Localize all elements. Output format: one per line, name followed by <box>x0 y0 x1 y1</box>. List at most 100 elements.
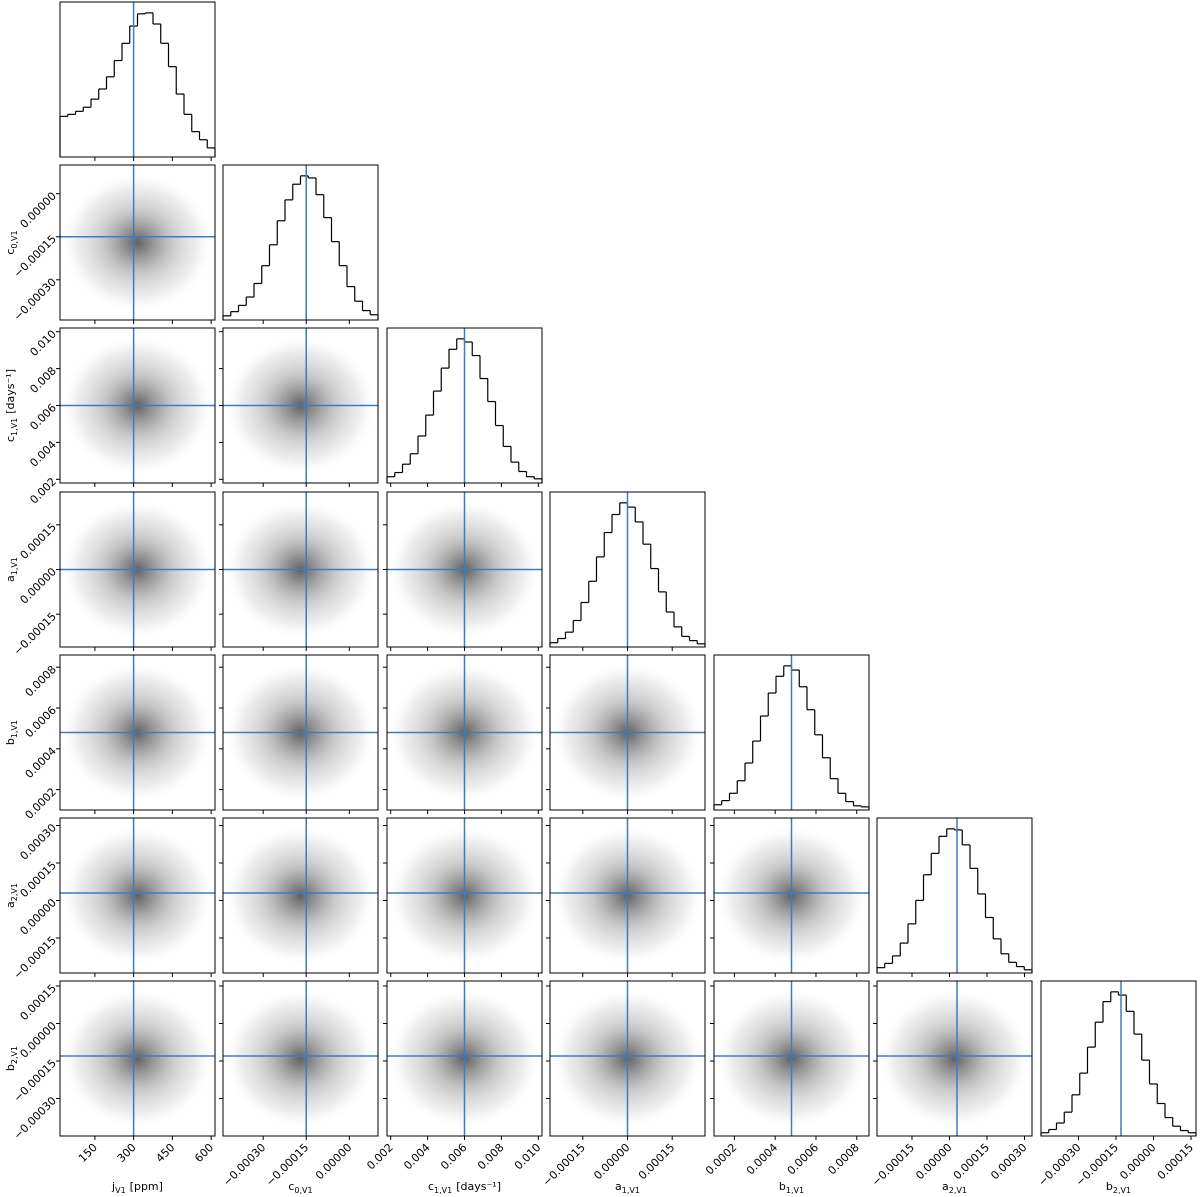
panel-frame <box>549 817 706 974</box>
label-symbol: b <box>4 738 17 745</box>
y-tick-label: 0.004 <box>27 438 58 469</box>
label-subscript: 1,V1 <box>434 1186 452 1195</box>
label-subscript: 1,V1 <box>10 418 19 436</box>
axis-label: b2,V1 <box>1106 1180 1131 1195</box>
hist-riser <box>876 828 1033 973</box>
y-tick-label: 0.0004 <box>23 745 59 781</box>
y-tick-label: 0.0006 <box>23 704 59 740</box>
density-shading <box>63 827 212 964</box>
label-symbol: a <box>4 575 17 582</box>
x-tick-label: −0.00015 <box>540 1141 588 1189</box>
panel-frame <box>59 817 216 974</box>
density-shading <box>226 990 375 1127</box>
label-symbol: b <box>4 1064 17 1071</box>
label-unit: [ppm] <box>130 1180 163 1193</box>
y-tick-label: 0.0008 <box>23 663 59 699</box>
x-tick-label: 0.0002 <box>703 1141 739 1177</box>
label-symbol: c <box>4 436 17 442</box>
panel-frame <box>1040 980 1197 1137</box>
label-symbol: b <box>1106 1180 1113 1193</box>
axis-label: b2,V1 <box>4 1046 19 1071</box>
panel-frame <box>549 654 706 811</box>
axis-label: a2,V1 <box>942 1180 967 1195</box>
x-tick-label: 0.00015 <box>951 1141 992 1182</box>
axis-label: a1,V1 <box>4 557 19 582</box>
label-symbol: a <box>615 1180 622 1193</box>
panel-frame <box>222 980 379 1137</box>
x-tick-label: 600 <box>192 1141 216 1165</box>
x-tick-label: 0.00000 <box>1117 1141 1158 1182</box>
panel-frame <box>59 654 216 811</box>
panel-frame <box>386 654 543 811</box>
panel-frame <box>713 980 870 1137</box>
panel-frame <box>222 491 379 648</box>
y-tick-label: 0.008 <box>27 364 58 395</box>
x-tick-label: 0.00000 <box>913 1141 954 1182</box>
x-tick-label: 150 <box>76 1141 100 1165</box>
panel-frame <box>222 654 379 811</box>
y-tick-label: −0.00030 <box>11 276 59 324</box>
label-subscript: 1,V1 <box>786 1186 804 1195</box>
x-tick-label: 0.00015 <box>1155 1141 1196 1182</box>
density-shading <box>63 990 212 1127</box>
label-unit: [days⁻¹] <box>456 1180 501 1193</box>
panel-frame <box>713 654 870 811</box>
panel-frame <box>386 491 543 648</box>
hist-riser <box>222 175 379 320</box>
y-tick-label: 0.0002 <box>23 785 59 821</box>
x-tick-label: 0.002 <box>364 1141 395 1172</box>
axis-label: c1,V1 [days⁻¹] <box>428 1180 501 1195</box>
panel-frame <box>386 327 543 484</box>
y-tick-label: 0.002 <box>27 475 58 506</box>
hist-riser <box>59 12 216 157</box>
y-tick-label: −0.00015 <box>11 610 59 658</box>
panel-frame <box>876 817 1033 974</box>
panel-frame <box>222 817 379 974</box>
y-tick-label: −0.00015 <box>11 934 59 982</box>
axis-label: a2,V1 <box>4 883 19 908</box>
label-symbol: c <box>288 1180 294 1193</box>
label-subscript: V1 <box>115 1186 126 1195</box>
density-shading <box>63 174 212 311</box>
x-tick-label: 0.00030 <box>988 1141 1029 1182</box>
panel-frame <box>59 164 216 321</box>
panel-frame <box>59 980 216 1137</box>
panel-frame <box>59 1 216 158</box>
x-tick-label: 0.00000 <box>591 1141 632 1182</box>
label-subscript: 2,V1 <box>10 1046 19 1064</box>
axis-label: c0,V1 <box>288 1180 312 1195</box>
label-subscript: 1,V1 <box>622 1186 640 1195</box>
label-subscript: 1,V1 <box>10 557 19 575</box>
x-tick-label: 300 <box>115 1141 139 1165</box>
y-tick-label: 0.00000 <box>18 1019 59 1060</box>
panel-frame <box>386 980 543 1137</box>
label-subscript: 2,V1 <box>949 1186 967 1195</box>
axis-label: b1,V1 <box>4 720 19 745</box>
panel-frame <box>386 817 543 974</box>
x-tick-label: −0.00015 <box>869 1141 917 1189</box>
panel-frame <box>59 327 216 484</box>
y-tick-label: 0.00015 <box>18 521 59 562</box>
axis-label: b1,V1 <box>779 1180 804 1195</box>
y-tick-label: 0.00015 <box>18 859 59 900</box>
density-shading <box>226 827 375 964</box>
label-subscript: 2,V1 <box>1113 1186 1131 1195</box>
y-tick-label: 0.00000 <box>18 565 59 606</box>
label-subscript: 2,V1 <box>10 883 19 901</box>
y-tick-label: 0.00015 <box>18 982 59 1023</box>
x-tick-label: 0.008 <box>475 1141 506 1172</box>
label-symbol: a <box>942 1180 949 1193</box>
x-tick-label: 450 <box>153 1141 177 1165</box>
axis-label: c1,V1 [days⁻¹] <box>4 369 19 442</box>
hist-riser <box>1040 991 1197 1136</box>
density-shading <box>880 990 1029 1127</box>
y-tick-label: 0.00000 <box>18 189 59 230</box>
panel-frame <box>59 491 216 648</box>
panel-frame <box>549 980 706 1137</box>
y-tick-label: 0.00000 <box>18 896 59 937</box>
axis-label: jV1 [ppm] <box>111 1180 163 1195</box>
x-tick-label: 0.010 <box>512 1141 543 1172</box>
label-symbol: b <box>779 1180 786 1193</box>
x-tick-label: 0.00000 <box>313 1141 354 1182</box>
